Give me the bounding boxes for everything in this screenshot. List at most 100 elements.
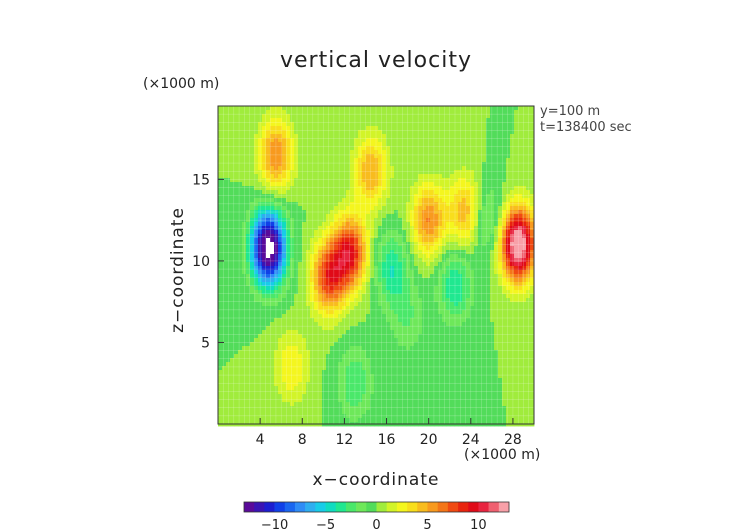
heatmap-cell	[442, 202, 447, 207]
heatmap-cell	[390, 122, 395, 127]
heatmap-cell	[414, 310, 419, 315]
heatmap-cell	[354, 182, 359, 187]
heatmap-cell	[358, 318, 363, 323]
heatmap-cell	[398, 110, 403, 115]
heatmap-cell	[354, 310, 359, 315]
heatmap-cell	[390, 150, 395, 155]
annotation-y-position: y=100 m	[540, 104, 601, 119]
heatmap-cell	[278, 230, 283, 235]
heatmap-cell	[390, 350, 395, 355]
heatmap-cell	[222, 182, 227, 187]
heatmap-cell	[342, 210, 347, 215]
heatmap-cell	[446, 162, 451, 167]
heatmap-cell	[250, 190, 255, 195]
heatmap-cell	[422, 190, 427, 195]
heatmap-cell	[234, 390, 239, 395]
heatmap-cell	[230, 302, 235, 307]
heatmap-cell	[382, 414, 387, 419]
heatmap-cell	[406, 310, 411, 315]
heatmap-cell	[246, 410, 251, 415]
heatmap-cell	[410, 318, 415, 323]
heatmap-cell	[302, 290, 307, 295]
heatmap-cell	[454, 226, 459, 231]
heatmap-cell	[330, 202, 335, 207]
heatmap-cell	[454, 194, 459, 199]
heatmap-cell	[370, 110, 375, 115]
heatmap-cell	[382, 410, 387, 415]
heatmap-cell	[242, 142, 247, 147]
heatmap-cell	[242, 146, 247, 151]
heatmap-cell	[394, 226, 399, 231]
heatmap-cell	[322, 166, 327, 171]
heatmap-cell	[218, 238, 223, 243]
heatmap-cell	[286, 150, 291, 155]
heatmap-cell	[258, 358, 263, 363]
heatmap-cell	[298, 154, 303, 159]
heatmap-cell	[438, 314, 443, 319]
heatmap-cell	[298, 342, 303, 347]
heatmap-cell	[234, 202, 239, 207]
heatmap-cell	[310, 330, 315, 335]
heatmap-cell	[342, 166, 347, 171]
heatmap-cell	[454, 234, 459, 239]
heatmap-cell	[406, 366, 411, 371]
heatmap-cell	[278, 190, 283, 195]
heatmap-cell	[350, 134, 355, 139]
heatmap-cell	[314, 242, 319, 247]
heatmap-cell	[342, 162, 347, 167]
heatmap-cell	[418, 362, 423, 367]
heatmap-cell	[342, 314, 347, 319]
heatmap-cell	[286, 310, 291, 315]
heatmap-cell	[238, 338, 243, 343]
heatmap-cell	[274, 194, 279, 199]
heatmap-cell	[230, 390, 235, 395]
heatmap-cell	[294, 338, 299, 343]
heatmap-cell	[278, 206, 283, 211]
heatmap-cell	[302, 374, 307, 379]
heatmap-cell	[258, 362, 263, 367]
heatmap-cell	[266, 246, 271, 251]
heatmap-cell	[442, 370, 447, 375]
heatmap-cell	[330, 330, 335, 335]
heatmap-cell	[234, 346, 239, 351]
heatmap-cell	[422, 362, 427, 367]
heatmap-cell	[234, 370, 239, 375]
heatmap-cell	[290, 318, 295, 323]
heatmap-cell	[354, 226, 359, 231]
heatmap-cell	[446, 270, 451, 275]
heatmap-cell	[306, 154, 311, 159]
heatmap-cell	[302, 398, 307, 403]
heatmap-cell	[234, 194, 239, 199]
heatmap-cell	[274, 110, 279, 115]
heatmap-cell	[358, 394, 363, 399]
heatmap-cell	[238, 162, 243, 167]
heatmap-cell	[354, 166, 359, 171]
heatmap-cell	[262, 398, 267, 403]
heatmap-cell	[410, 338, 415, 343]
heatmap-cell	[298, 294, 303, 299]
heatmap-cell	[378, 234, 383, 239]
heatmap-cell	[454, 274, 459, 279]
heatmap-cell	[406, 186, 411, 191]
heatmap-cell	[426, 298, 431, 303]
heatmap-cell	[330, 230, 335, 235]
heatmap-cell	[242, 286, 247, 291]
heatmap-cell	[422, 294, 427, 299]
heatmap-cell	[382, 158, 387, 163]
heatmap-cell	[230, 246, 235, 251]
heatmap-cell	[378, 130, 383, 135]
heatmap-cell	[414, 166, 419, 171]
heatmap-cell	[314, 258, 319, 263]
heatmap-cell	[346, 318, 351, 323]
heatmap-cell	[326, 274, 331, 279]
heatmap-cell	[266, 346, 271, 351]
heatmap-cell	[378, 278, 383, 283]
heatmap-cell	[346, 418, 351, 423]
heatmap-cell	[326, 114, 331, 119]
heatmap-cell	[462, 290, 467, 295]
heatmap-cell	[406, 242, 411, 247]
heatmap-cell	[458, 194, 463, 199]
heatmap-cell	[246, 326, 251, 331]
heatmap-cell	[406, 134, 411, 139]
heatmap-cell	[238, 290, 243, 295]
